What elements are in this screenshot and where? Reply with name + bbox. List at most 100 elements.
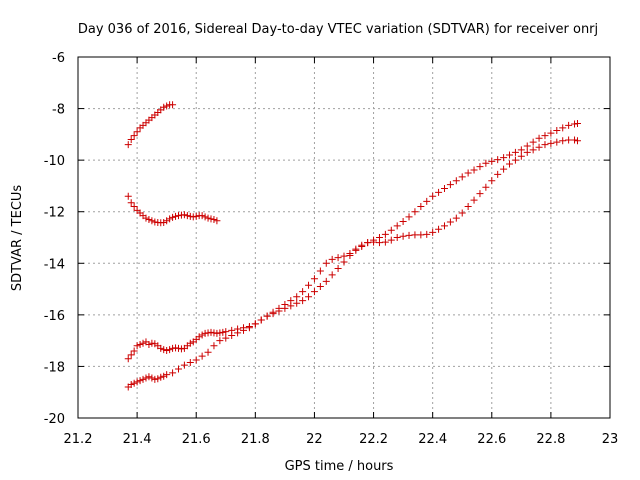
data-point [210,342,218,350]
y-axis-label: SDTVAR / TECUs [10,185,25,292]
data-point [470,166,478,174]
x-tick-label: 22.2 [359,432,388,447]
data-point [571,136,579,144]
data-point [127,351,135,359]
data-point [310,275,318,283]
data-point [269,310,277,318]
data-point [381,238,389,246]
data-point [423,230,431,238]
data-point [446,181,454,189]
data-point [364,239,372,247]
data-point [136,341,144,349]
x-tick-label: 23 [602,432,619,447]
data-point [500,165,508,173]
data-point [210,329,218,337]
data-point [293,293,301,301]
data-point [417,203,425,211]
data-point [166,215,174,223]
data-point [529,146,537,154]
data-point [177,345,185,353]
data-point [186,339,194,347]
data-point [452,177,460,185]
data-point [210,215,218,223]
data-point [405,213,413,221]
data-point [207,328,215,336]
data-point [201,213,209,221]
data-point [573,137,581,145]
x-tick-label: 22.6 [477,432,506,447]
data-point [547,129,555,137]
data-point [222,328,230,336]
data-point [124,141,132,149]
data-point [387,226,395,234]
data-point [148,217,156,225]
data-point [163,102,171,110]
data-point [571,120,579,128]
y-tick-label: -20 [44,412,65,427]
data-point [281,304,289,312]
data-point [201,329,209,337]
data-point [458,173,466,181]
data-point [399,232,407,240]
data-point [127,380,135,388]
data-point [334,264,342,272]
x-tick-labels: 21.2 21.4 21.6 21.8 22 22.2 22.4 22.6 22.8 23 [64,432,619,447]
y-tick-label: -6 [52,51,65,66]
data-point [145,215,153,223]
data-point [142,214,150,222]
data-point [470,196,478,204]
data-point [523,148,531,156]
data-point [174,344,182,352]
x-tick-label: 21.2 [64,432,93,447]
chart-title: Day 036 of 2016, Sidereal Day-to-day VTE… [78,22,598,37]
data-point [204,329,212,337]
data-point [166,346,174,354]
data-point [192,356,200,364]
data-point [464,203,472,211]
data-point [446,218,454,226]
data-point [482,159,490,167]
data-point [186,212,194,220]
data-point [299,297,307,305]
data-point [213,217,221,225]
x-axis-label: GPS time / hours [285,459,394,474]
data-point [381,230,389,238]
series-arc-2 [124,192,221,227]
data-point [180,361,188,369]
data-point [142,374,150,382]
data-point [494,170,502,178]
data-point [160,346,168,354]
data-point [305,281,313,289]
data-point [148,339,156,347]
data-point [151,218,159,226]
plot-frame [77,56,611,419]
data-point [169,369,177,377]
data-point [340,252,348,260]
data-point [133,128,141,136]
data-point [440,185,448,193]
data-point [145,341,153,349]
data-point [506,151,514,159]
data-point [127,136,135,144]
data-point [458,209,466,217]
data-point [393,234,401,241]
data-point [547,139,555,147]
data-point [565,136,573,144]
data-point [189,213,197,221]
data-point [204,214,212,222]
data-point [213,329,221,337]
data-point [417,231,425,239]
data-point [488,177,496,185]
data-point [423,197,431,205]
y-tick-labels: -20 -18 -16 -14 -12 -10 -8 -6 [44,51,65,427]
data-point [180,211,188,219]
data-point [393,222,401,230]
data-point [559,124,567,132]
data-point [139,375,147,383]
data-point [195,333,203,341]
data-point [482,183,490,191]
x-tick-label: 22.8 [536,432,565,447]
data-point [204,348,212,356]
data-point [240,326,248,334]
